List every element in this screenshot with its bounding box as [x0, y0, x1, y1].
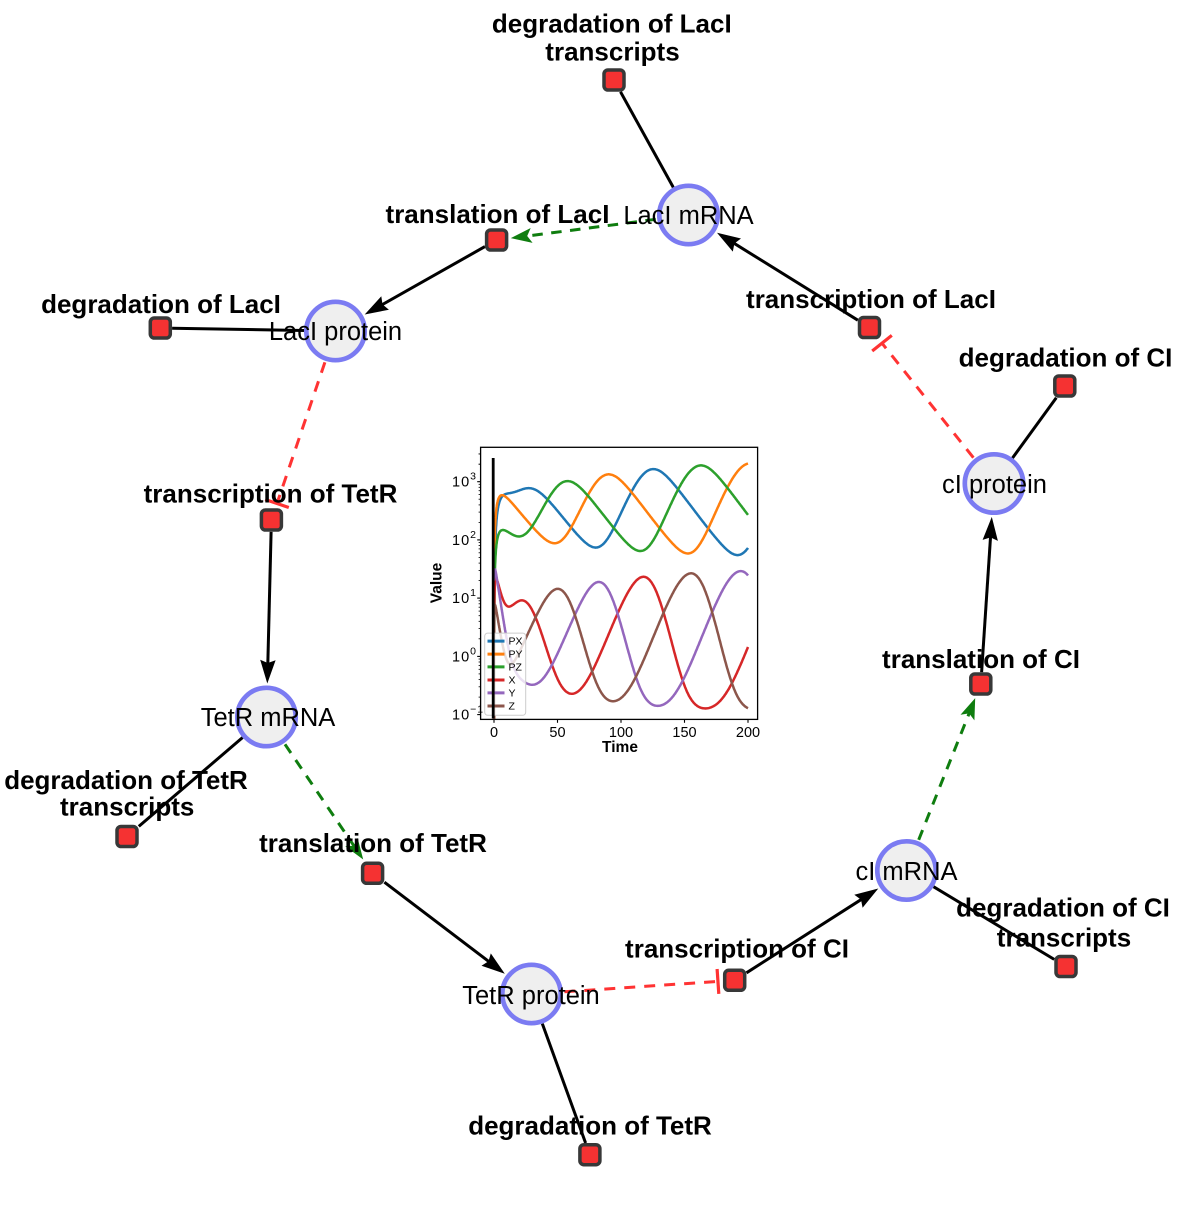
svg-text:101: 101 [452, 587, 477, 607]
svg-text:transcripts: transcripts [997, 923, 1131, 953]
svg-text:100: 100 [452, 645, 477, 665]
svg-text:degradation of LacI: degradation of LacI [492, 9, 732, 39]
svg-text:200: 200 [736, 725, 760, 741]
svg-text:transcription of TetR: transcription of TetR [144, 479, 398, 509]
svg-text:Z: Z [509, 701, 516, 713]
svg-text:transcription of CI: transcription of CI [625, 934, 849, 964]
svg-text:degradation of TetR: degradation of TetR [4, 765, 248, 795]
svg-text:Value: Value [429, 562, 446, 603]
svg-text:translation of LacI: translation of LacI [386, 199, 610, 229]
svg-text:PY: PY [509, 649, 523, 661]
svg-text:transcription of LacI: transcription of LacI [746, 284, 996, 314]
svg-text:PZ: PZ [509, 662, 523, 674]
svg-text:Time: Time [602, 739, 638, 756]
svg-text:X: X [509, 675, 516, 687]
svg-text:cI protein: cI protein [942, 471, 1047, 499]
svg-text:100: 100 [609, 725, 633, 741]
svg-text:103: 103 [452, 471, 477, 491]
svg-text:translation of CI: translation of CI [882, 644, 1080, 674]
svg-text:transcripts: transcripts [545, 37, 679, 67]
svg-text:50: 50 [549, 725, 565, 741]
svg-text:TetR protein: TetR protein [462, 982, 600, 1010]
svg-text:0: 0 [490, 725, 498, 741]
svg-text:102: 102 [452, 529, 477, 549]
svg-text:cI mRNA: cI mRNA [856, 858, 958, 886]
svg-text:LacI protein: LacI protein [269, 318, 402, 346]
svg-text:TetR mRNA: TetR mRNA [201, 704, 336, 732]
svg-text:translation of TetR: translation of TetR [259, 828, 487, 858]
svg-text:degradation of CI: degradation of CI [956, 893, 1170, 923]
svg-text:PX: PX [509, 636, 523, 648]
svg-text:Y: Y [509, 688, 516, 700]
svg-text:transcripts: transcripts [60, 791, 194, 821]
svg-text:LacI mRNA: LacI mRNA [623, 202, 753, 230]
svg-text:150: 150 [672, 725, 696, 741]
svg-text:degradation of LacI: degradation of LacI [41, 289, 281, 319]
svg-text:degradation of TetR: degradation of TetR [468, 1110, 712, 1140]
svg-text:degradation of CI: degradation of CI [959, 342, 1173, 372]
